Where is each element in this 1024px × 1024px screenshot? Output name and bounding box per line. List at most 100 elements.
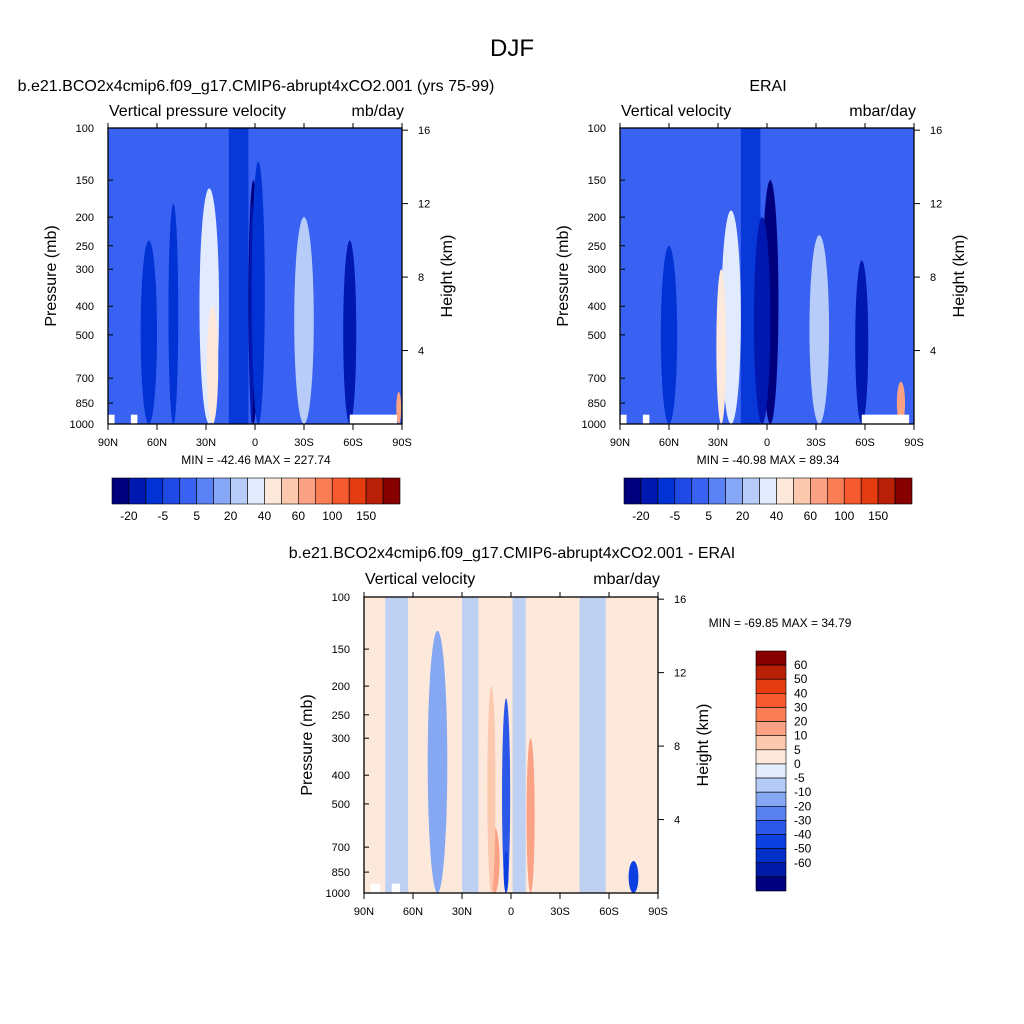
field-plume xyxy=(427,630,448,893)
panel-model-ylabel: Pressure (mb) xyxy=(43,225,60,326)
height-tick-label: 12 xyxy=(674,668,686,680)
panel-diff-x-axis: 90N 60N 30N 0 30S 60S 90S xyxy=(354,592,668,918)
colorbar-swatch xyxy=(755,791,787,807)
colorbar-swatch xyxy=(314,477,333,505)
colorbar-swatch xyxy=(382,477,401,505)
colorbar-swatch xyxy=(247,477,265,505)
panel-model-colorbar: -20 -5 5 20 40 60 100 150 xyxy=(111,477,401,523)
x-tick-label: 60N xyxy=(147,437,167,449)
field-plume xyxy=(753,217,771,424)
field-band xyxy=(512,597,526,893)
panel-model-x-axis: 90N 60N 30N 0 30S 60S 90S xyxy=(98,123,412,449)
y-tick-label: 850 xyxy=(588,398,606,410)
colorbar-label: -20 xyxy=(120,509,138,523)
colorbar-swatch xyxy=(230,477,248,505)
colorbar-swatch xyxy=(755,707,787,722)
panel-obs-right-subtitle: mbar/day xyxy=(849,103,916,120)
colorbar-swatch xyxy=(877,477,896,505)
panel-model-contours xyxy=(108,128,402,424)
field-plume xyxy=(538,649,549,893)
colorbar-label: 5 xyxy=(193,509,200,523)
field-plume xyxy=(294,217,314,424)
field-background xyxy=(364,597,658,893)
field-plume xyxy=(809,235,830,424)
panel-diff-left-subtitle: Vertical velocity xyxy=(365,571,475,588)
field-plume xyxy=(503,850,509,893)
colorbar-swatch xyxy=(755,678,787,694)
colorbar-swatch xyxy=(860,477,879,505)
colorbar-swatch xyxy=(755,777,787,793)
colorbar-label: 150 xyxy=(356,509,376,523)
y-tick-label: 150 xyxy=(588,175,606,187)
x-tick-label: 90S xyxy=(392,437,412,449)
colorbar-swatch xyxy=(623,477,642,505)
field-plume xyxy=(716,269,727,424)
panel-model-right-subtitle: mb/day xyxy=(352,103,404,120)
y-tick-label: 200 xyxy=(76,212,94,224)
height-tick-label: 8 xyxy=(674,741,680,753)
colorbar-swatch xyxy=(196,477,214,505)
colorbar-swatch xyxy=(759,477,777,505)
field-band xyxy=(825,128,856,424)
colorbar-label: 30 xyxy=(794,700,808,714)
colorbar-swatch xyxy=(348,477,367,505)
colorbar-label: 60 xyxy=(804,509,818,523)
colorbar-label: 40 xyxy=(258,509,272,523)
height-tick-label: 16 xyxy=(418,125,430,137)
colorbar-label: -20 xyxy=(632,509,650,523)
x-tick-label: 60S xyxy=(855,437,875,449)
panel-model-height-axis: 16 12 8 4 xyxy=(402,125,430,358)
y-tick-label: 200 xyxy=(588,212,606,224)
height-tick-label: 16 xyxy=(930,125,942,137)
panel-diff-right-subtitle: mbar/day xyxy=(593,571,660,588)
panel-obs-height-axis: 16 12 8 4 xyxy=(914,125,942,358)
colorbar-label: -40 xyxy=(794,828,812,842)
panel-obs-title: ERAI xyxy=(749,78,786,95)
x-tick-label: 90N xyxy=(98,437,118,449)
field-band xyxy=(579,597,606,893)
colorbar-label: 40 xyxy=(794,686,808,700)
colorbar-swatch xyxy=(365,477,384,505)
y-tick-label: 250 xyxy=(588,241,606,253)
colorbar-label: -50 xyxy=(794,842,812,856)
y-tick-label: 1000 xyxy=(326,888,350,900)
y-tick-label: 500 xyxy=(332,799,350,811)
colorbar-swatch xyxy=(111,477,130,505)
x-tick-label: 0 xyxy=(764,437,770,449)
panel-obs-colorbar: -20 -5 5 20 40 60 100 150 xyxy=(623,477,913,523)
colorbar-swatch xyxy=(674,477,693,505)
panel-obs-left-subtitle: Vertical velocity xyxy=(621,103,731,120)
panel-model: b.e21.BCO2x4cmip6.f09_g17.CMIP6-abrupt4x… xyxy=(18,78,495,523)
panel-model-y-axis: 100 150 200 250 300 400 500 700 850 1000 xyxy=(70,123,113,431)
colorbar-swatch xyxy=(810,477,828,505)
x-tick-label: 60N xyxy=(403,906,423,918)
height-tick-label: 4 xyxy=(930,346,936,358)
colorbar-label: -20 xyxy=(794,799,812,813)
colorbar-swatch xyxy=(281,477,299,505)
colorbar-swatch xyxy=(755,749,787,765)
colorbar-label: -10 xyxy=(794,785,812,799)
height-tick-label: 8 xyxy=(418,272,424,284)
colorbar-swatch xyxy=(179,477,198,505)
field-plume xyxy=(140,240,157,424)
y-tick-label: 400 xyxy=(76,301,94,313)
panel-model-left-subtitle: Vertical pressure velocity xyxy=(109,103,286,120)
colorbar-label: -60 xyxy=(794,856,812,870)
panel-model-ylabel-right: Height (km) xyxy=(439,235,456,318)
colorbar-swatch xyxy=(755,693,787,708)
y-tick-label: 850 xyxy=(76,398,94,410)
colorbar-label: 60 xyxy=(292,509,306,523)
panel-diff-title: b.e21.BCO2x4cmip6.f09_g17.CMIP6-abrupt4x… xyxy=(289,545,735,562)
colorbar-swatch xyxy=(755,834,787,849)
colorbar-label: 5 xyxy=(794,743,801,757)
colorbar-swatch xyxy=(755,805,787,821)
y-tick-label: 500 xyxy=(588,330,606,342)
colorbar-label: 20 xyxy=(736,509,750,523)
topography-mask xyxy=(349,414,398,424)
field-plume xyxy=(502,698,511,893)
topography-mask xyxy=(642,414,650,424)
colorbar-swatch xyxy=(264,477,282,505)
colorbar-swatch xyxy=(826,477,845,505)
y-tick-label: 100 xyxy=(588,123,606,135)
field-band xyxy=(633,128,656,424)
